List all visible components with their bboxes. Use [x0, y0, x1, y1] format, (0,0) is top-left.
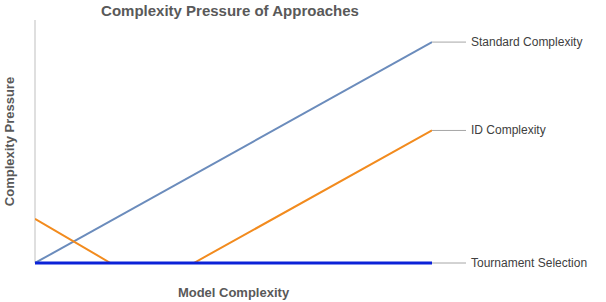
series-line	[35, 262, 432, 265]
series-label: Standard Complexity	[471, 35, 582, 49]
label-connector	[432, 130, 466, 131]
series-label: ID Complexity	[471, 123, 546, 137]
title: Complexity Pressure of Approaches	[101, 2, 359, 19]
chart: Complexity Pressure of Approaches Model C…	[0, 0, 606, 302]
x-axis-label: Model Complexity	[178, 285, 290, 300]
y-axis	[35, 20, 36, 263]
series-line	[35, 130, 432, 263]
series-line	[35, 42, 432, 263]
x-axis	[35, 263, 432, 264]
label-connector	[432, 42, 466, 43]
series-label: Tournament Selection	[471, 256, 587, 270]
label-connector	[432, 263, 466, 264]
plot-area	[35, 42, 432, 263]
y-axis-label: Complexity Pressure	[2, 77, 17, 206]
